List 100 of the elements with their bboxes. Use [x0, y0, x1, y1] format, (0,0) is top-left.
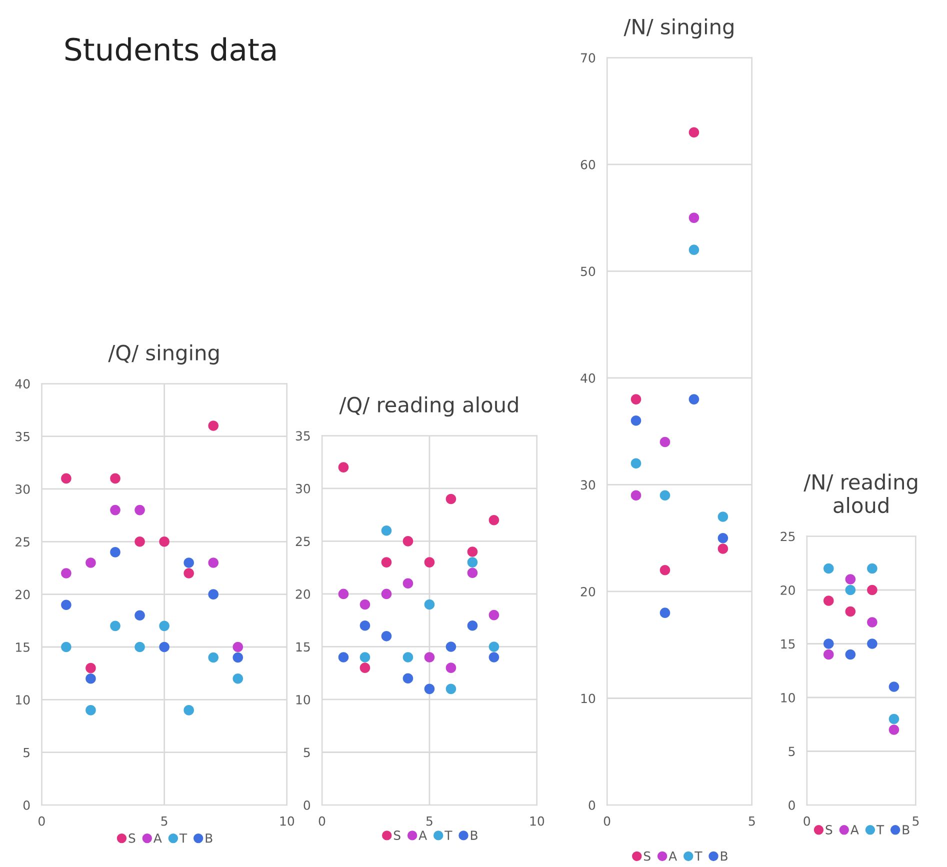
point: [134, 642, 145, 652]
point: [360, 652, 370, 662]
point: [338, 462, 349, 472]
point: [424, 599, 435, 610]
y-tick-label: 10: [581, 694, 596, 704]
point: [630, 490, 642, 501]
point: [446, 684, 456, 694]
y-tick-label: 20: [780, 585, 795, 595]
chart-title: /Q/ reading aloud: [339, 396, 518, 417]
y-tick-label: 15: [16, 642, 30, 652]
point: [110, 620, 120, 632]
x-tick-label: 0: [38, 816, 45, 826]
point: [402, 578, 414, 589]
point: [688, 127, 700, 138]
point: [381, 588, 392, 600]
y-tick-label: 0: [304, 800, 310, 810]
x-tick-label: 5: [426, 816, 432, 826]
point: [488, 652, 500, 662]
point: [381, 525, 392, 536]
point: [424, 652, 435, 662]
y-tick-label: 30: [296, 484, 310, 494]
point: [381, 557, 392, 568]
point: [867, 638, 878, 649]
legend-label: B: [206, 834, 212, 843]
x-tick-label: 5: [912, 816, 919, 826]
point: [718, 532, 728, 544]
point: [360, 620, 370, 631]
y-tick-label: 25: [16, 537, 30, 547]
y-tick-label: 10: [16, 695, 30, 705]
y-tick-label: 20: [580, 586, 596, 596]
point: [61, 642, 72, 652]
point: [424, 684, 435, 694]
point: [660, 608, 670, 618]
point: [338, 652, 349, 662]
point: [110, 504, 120, 516]
y-tick-label: 15: [296, 642, 310, 652]
point: [867, 617, 878, 628]
point: [867, 584, 878, 596]
point: [208, 589, 219, 600]
point: [867, 563, 878, 574]
legend-label: T: [179, 834, 188, 843]
point: [467, 620, 478, 631]
point: [446, 642, 456, 652]
point: [208, 420, 219, 431]
x-tick-label: 0: [318, 816, 326, 826]
point: [467, 568, 478, 578]
point: [159, 536, 170, 547]
legend-label: T: [876, 825, 884, 834]
y-tick-label: 0: [588, 800, 596, 810]
x-tick-label: 0: [604, 816, 610, 826]
y-tick-label: 5: [788, 746, 795, 756]
point: [208, 558, 219, 568]
point: [718, 544, 728, 554]
chart-title: /Q/ singing: [108, 344, 219, 365]
point: [660, 490, 670, 501]
point: [845, 584, 856, 596]
y-tick-label: 25: [780, 532, 795, 542]
point: [86, 662, 96, 674]
y-tick-label: 50: [580, 266, 596, 276]
y-tick-label: 10: [781, 692, 795, 702]
legend-label: S: [644, 851, 650, 861]
point: [159, 620, 170, 632]
x-tick-label: 10: [530, 816, 544, 826]
y-tick-label: 60: [580, 160, 596, 170]
point: [688, 212, 700, 223]
legend-label: T: [694, 852, 702, 861]
y-tick-label: 40: [15, 379, 30, 389]
point: [402, 536, 414, 546]
point: [360, 662, 370, 673]
point: [86, 558, 96, 568]
y-tick-label: 20: [296, 589, 310, 599]
y-tick-label: 30: [16, 484, 30, 494]
point: [232, 673, 244, 684]
x-tick-label: 10: [280, 816, 294, 826]
y-tick-label: 10: [296, 694, 310, 704]
point: [718, 512, 728, 522]
point: [630, 458, 642, 469]
point: [446, 494, 456, 504]
point: [888, 724, 900, 735]
point: [61, 600, 72, 610]
y-tick-label: 35: [16, 432, 30, 442]
point: [208, 652, 219, 663]
y-tick-label: 30: [580, 480, 596, 490]
point: [402, 652, 414, 662]
legend-label: A: [850, 825, 859, 834]
y-tick-label: 15: [781, 639, 795, 649]
point: [688, 244, 700, 255]
point: [845, 574, 856, 584]
point: [823, 563, 834, 574]
x-tick-label: 0: [804, 816, 810, 826]
point: [488, 610, 500, 620]
y-tick-label: 35: [296, 431, 310, 441]
point: [381, 631, 392, 642]
point: [823, 649, 834, 660]
point: [467, 546, 478, 557]
point: [232, 642, 244, 652]
point: [184, 568, 194, 578]
y-tick-label: 70: [581, 53, 596, 63]
point: [845, 606, 856, 617]
legend-label: S: [128, 833, 136, 843]
